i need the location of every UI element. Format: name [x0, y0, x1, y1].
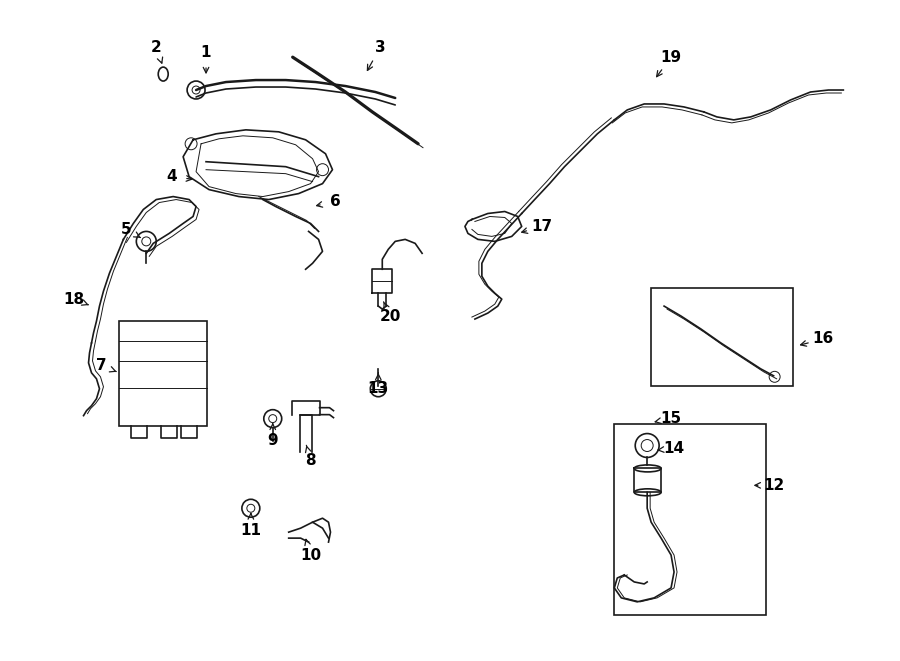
- Text: 19: 19: [661, 50, 681, 65]
- Text: 4: 4: [166, 169, 176, 184]
- Text: 2: 2: [151, 40, 162, 55]
- Text: 8: 8: [305, 453, 316, 468]
- Text: 13: 13: [368, 381, 389, 396]
- Text: 12: 12: [763, 478, 784, 493]
- Text: 18: 18: [63, 292, 85, 307]
- Text: 6: 6: [330, 194, 341, 209]
- Bar: [615, 424, 766, 615]
- Text: 20: 20: [380, 309, 400, 324]
- Text: 11: 11: [240, 523, 261, 537]
- Text: 14: 14: [663, 441, 685, 456]
- Text: 9: 9: [267, 433, 278, 448]
- Text: 5: 5: [122, 222, 131, 237]
- Text: 7: 7: [96, 358, 107, 373]
- Bar: [652, 288, 793, 386]
- Text: 17: 17: [531, 219, 553, 234]
- Text: 15: 15: [661, 411, 681, 426]
- Text: 3: 3: [375, 40, 385, 55]
- Text: 16: 16: [813, 331, 834, 346]
- Text: 10: 10: [300, 547, 321, 563]
- Text: 1: 1: [201, 45, 212, 59]
